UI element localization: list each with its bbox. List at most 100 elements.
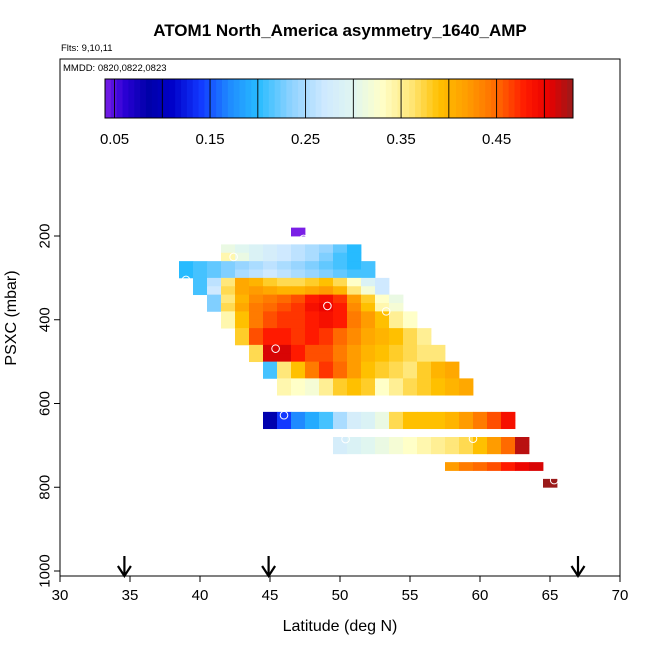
heatmap-cell bbox=[333, 378, 348, 388]
heatmap-cell bbox=[305, 261, 320, 270]
heatmap-cell bbox=[445, 411, 460, 421]
heatmap-cell bbox=[249, 261, 264, 270]
heatmap-cell bbox=[473, 445, 488, 455]
heatmap-cell bbox=[305, 370, 320, 379]
heatmap-cell bbox=[291, 269, 306, 279]
heatmap-cell bbox=[305, 244, 320, 254]
heatmap-cell bbox=[291, 411, 306, 421]
heatmap-cell bbox=[263, 269, 278, 279]
sample-marker bbox=[468, 434, 478, 443]
heatmap-cell bbox=[389, 336, 404, 346]
heatmap-cell bbox=[221, 303, 236, 312]
heatmap-cell bbox=[305, 311, 320, 321]
colorbar-segment bbox=[561, 79, 568, 118]
heatmap-cell bbox=[221, 252, 236, 262]
heatmap-cell bbox=[431, 420, 446, 430]
heatmap-cell bbox=[431, 353, 446, 363]
colorbar-segment bbox=[257, 79, 264, 118]
heatmap-cell bbox=[319, 261, 334, 270]
heatmap-cell bbox=[389, 328, 404, 337]
heatmap-cell bbox=[403, 411, 418, 421]
heatmap-cell bbox=[361, 437, 376, 446]
heatmap-cell bbox=[445, 370, 460, 379]
heatmap-cell bbox=[375, 386, 390, 396]
heatmap-cell bbox=[375, 303, 390, 312]
heatmap-cell bbox=[319, 286, 334, 296]
colorbar-segment bbox=[210, 79, 217, 118]
heatmap-cell bbox=[221, 244, 236, 254]
colorbar-segment bbox=[274, 79, 281, 118]
colorbar-segment bbox=[420, 79, 428, 118]
heatmap-cell bbox=[291, 227, 306, 237]
heatmap-cell bbox=[277, 411, 292, 421]
colorbar-segment bbox=[134, 79, 141, 118]
heatmap-cell bbox=[277, 277, 292, 287]
heatmap-cell bbox=[263, 319, 278, 329]
heatmap-cell bbox=[361, 319, 376, 329]
heatmap-cell bbox=[305, 378, 320, 388]
heatmap-cell bbox=[361, 336, 376, 346]
heatmap-cell bbox=[277, 269, 292, 279]
heatmap-cell bbox=[361, 361, 376, 371]
heatmap-cell bbox=[319, 269, 334, 279]
colorbar-segment bbox=[391, 79, 398, 118]
heatmap-cell bbox=[487, 445, 502, 455]
colorbar-segment bbox=[327, 79, 334, 118]
heatmap-cell bbox=[291, 303, 306, 312]
heatmap-cell bbox=[263, 361, 278, 371]
heatmap-cell bbox=[403, 437, 418, 446]
heatmap-cell bbox=[389, 294, 404, 304]
colorbar-segment bbox=[181, 79, 188, 118]
heatmap-cell bbox=[249, 269, 264, 279]
heatmap-cell bbox=[403, 319, 418, 329]
heatmap-cell bbox=[459, 411, 474, 421]
heatmap-cell bbox=[235, 252, 250, 262]
heatmap-cell bbox=[207, 286, 222, 296]
heatmap-cell bbox=[333, 344, 348, 354]
sample-marker bbox=[279, 410, 289, 420]
heatmap-cell bbox=[459, 420, 474, 430]
heatmap-cell bbox=[375, 353, 390, 363]
heatmap-cell bbox=[347, 361, 362, 371]
y-tick-label: 600 bbox=[36, 391, 53, 416]
heatmap-cell bbox=[501, 411, 516, 421]
heatmap-cell bbox=[459, 462, 474, 471]
heatmap-cell bbox=[501, 437, 516, 446]
colorbar-segment bbox=[116, 79, 124, 118]
colorbar-segment bbox=[368, 79, 375, 118]
heatmap-cell bbox=[347, 336, 362, 346]
heatmap-cell bbox=[361, 328, 376, 337]
colorbar-segment bbox=[309, 79, 317, 118]
heatmap-cell bbox=[417, 353, 432, 363]
sample-marker bbox=[341, 434, 350, 444]
colorbar-segment bbox=[385, 79, 393, 118]
heatmap-cell bbox=[319, 294, 334, 304]
heatmap-cell bbox=[473, 462, 488, 471]
heatmap-cell bbox=[333, 261, 348, 270]
heatmap-cell bbox=[445, 386, 460, 396]
x-tick-label: 45 bbox=[262, 587, 279, 604]
heatmap-cell bbox=[235, 294, 250, 304]
x-tick-label: 60 bbox=[472, 587, 489, 604]
heatmap-cell bbox=[263, 277, 278, 287]
colorbar: 0.05 0.15 0.25 0.35 0.45 bbox=[100, 78, 574, 148]
heatmap-cell bbox=[333, 286, 348, 296]
heatmap-cell bbox=[361, 353, 376, 363]
heatmap-cell bbox=[347, 437, 362, 446]
heatmap-cell bbox=[417, 411, 432, 421]
heatmap-cell bbox=[319, 336, 334, 346]
colorbar-segment bbox=[140, 79, 147, 118]
heatmap-cell bbox=[207, 277, 222, 287]
colorbar-segment bbox=[321, 79, 328, 118]
heatmap-cell bbox=[207, 294, 222, 304]
heatmap-cell bbox=[291, 370, 306, 379]
heatmap-cell bbox=[501, 420, 516, 430]
heatmap-cell bbox=[319, 311, 334, 321]
sample-markers bbox=[181, 234, 559, 485]
heatmap-cell bbox=[375, 328, 390, 337]
mmdd-label: MMDD: 0820,0822,0823 bbox=[63, 63, 167, 74]
heatmap-cell bbox=[291, 336, 306, 346]
colorbar-segment bbox=[122, 79, 129, 118]
y-tick-label: 800 bbox=[36, 475, 53, 500]
heatmap-cell bbox=[347, 370, 362, 379]
